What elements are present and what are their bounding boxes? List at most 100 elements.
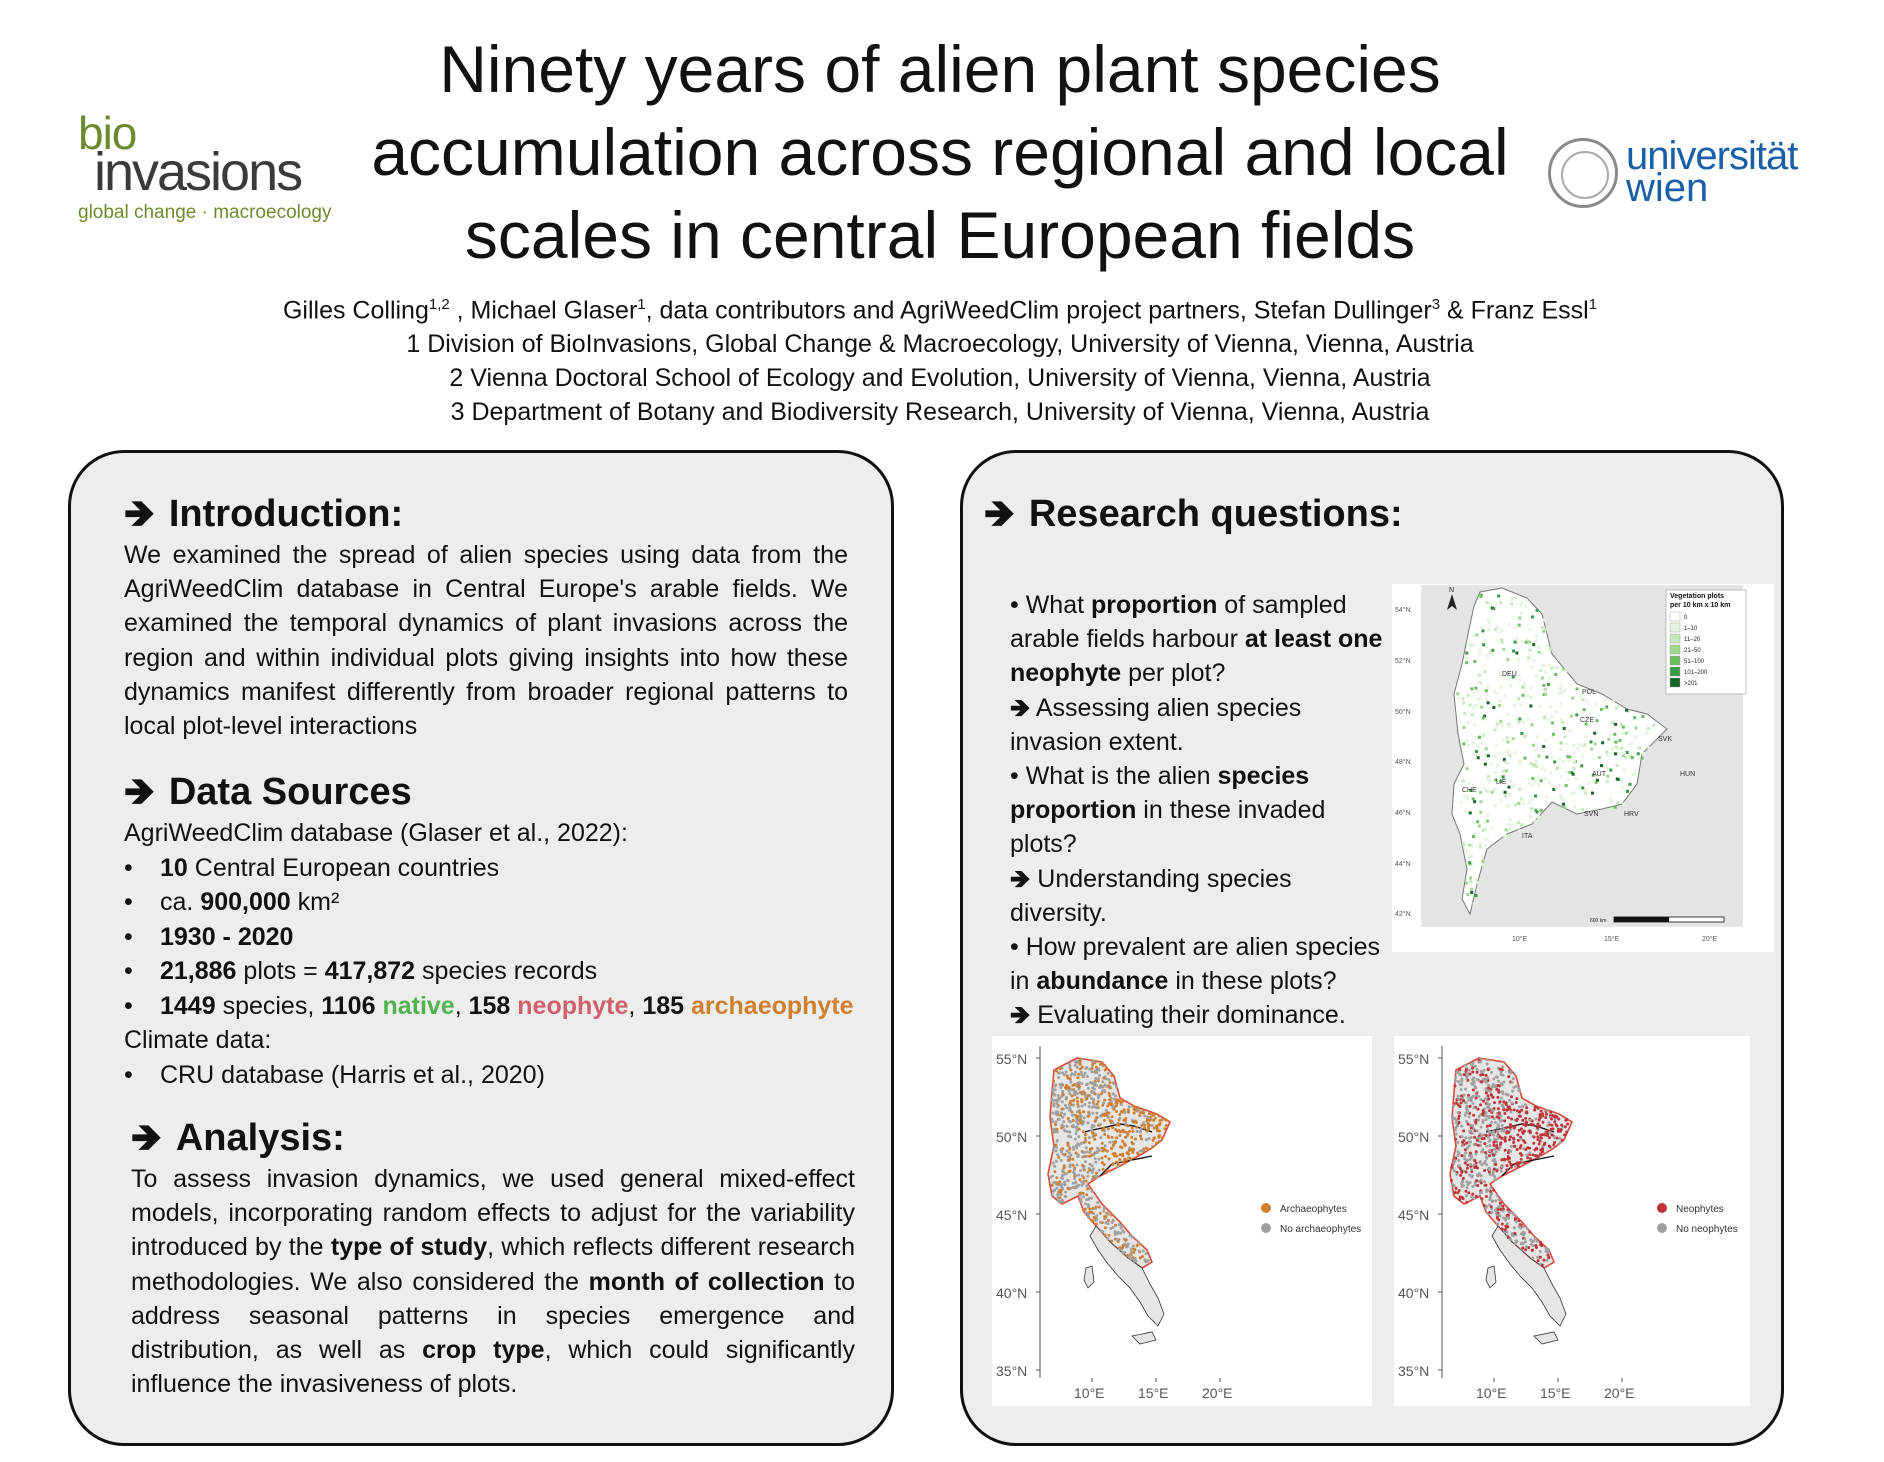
- arrow-right-icon: 🡺: [1010, 1001, 1031, 1030]
- plot-cell: [1513, 596, 1517, 600]
- plot-point: [1056, 1182, 1060, 1186]
- plot-point: [1495, 1194, 1499, 1198]
- plot-point: [1116, 1162, 1120, 1166]
- legend-swatch: [1657, 1203, 1667, 1213]
- plot-cell: [1518, 678, 1522, 682]
- plot-cell: [1491, 703, 1495, 707]
- plot-point: [1484, 1091, 1488, 1095]
- plot-point: [1495, 1222, 1499, 1226]
- plot-cell: [1574, 777, 1578, 781]
- plot-cell: [1483, 714, 1487, 718]
- plot-point: [1507, 1210, 1511, 1214]
- plot-point: [1492, 1143, 1496, 1147]
- plot-point: [1549, 1117, 1553, 1121]
- plot-point: [1488, 1144, 1492, 1148]
- sicily-shape: [1131, 1331, 1157, 1345]
- map-svg: 54°N 52°N 50°N 48°N 46°N 44°N 42°N 10°E …: [1392, 584, 1774, 952]
- logo-text: invasions: [94, 142, 303, 202]
- plot-point: [1481, 1077, 1485, 1081]
- plot-cell: [1465, 860, 1469, 864]
- plot-cell: [1506, 749, 1510, 753]
- plot-point: [1126, 1132, 1130, 1136]
- plot-point: [1135, 1129, 1139, 1133]
- svg-text:600 km: 600 km: [1590, 918, 1606, 924]
- plot-point: [1053, 1164, 1057, 1168]
- plot-point: [1051, 1148, 1055, 1152]
- plot-point: [1129, 1257, 1133, 1261]
- plot-point: [1538, 1255, 1542, 1259]
- plot-point: [1489, 1093, 1493, 1097]
- plot-point: [1073, 1060, 1077, 1064]
- axis-label: 45°N: [996, 1207, 1027, 1223]
- plot-cell: [1465, 767, 1469, 771]
- plot-point: [1464, 1101, 1468, 1105]
- legend-label: >201: [1684, 681, 1698, 687]
- plot-point: [1132, 1247, 1136, 1251]
- plot-cell: [1517, 801, 1521, 805]
- plot-cell: [1564, 669, 1568, 673]
- plot-point: [1090, 1091, 1094, 1095]
- plot-point: [1088, 1207, 1092, 1211]
- plot-point: [1077, 1087, 1081, 1091]
- plot-point: [1495, 1169, 1499, 1173]
- plot-point: [1077, 1083, 1081, 1087]
- plot-cell: [1521, 801, 1525, 805]
- plot-cell: [1536, 815, 1540, 819]
- plot-point: [1512, 1126, 1516, 1130]
- plot-cell: [1537, 754, 1541, 758]
- plot-point: [1076, 1142, 1080, 1146]
- plot-point: [1460, 1154, 1464, 1158]
- plot-point: [1065, 1106, 1069, 1110]
- plot-cell: [1558, 757, 1562, 761]
- plot-point: [1454, 1076, 1458, 1080]
- svg-text:10°E: 10°E: [1512, 935, 1528, 943]
- plot-point: [1528, 1129, 1532, 1133]
- plot-cell: [1578, 694, 1582, 698]
- plot-cell: [1559, 775, 1563, 779]
- plot-point: [1493, 1208, 1497, 1212]
- plot-point: [1540, 1112, 1544, 1116]
- title-line: scales in central European fields: [464, 198, 1416, 272]
- plot-point: [1082, 1176, 1086, 1180]
- plot-cell: [1625, 791, 1629, 795]
- plot-point: [1467, 1191, 1471, 1195]
- title-line: accumulation across regional and local: [371, 115, 1509, 189]
- svg-text:50°N: 50°N: [1395, 708, 1411, 716]
- plot-point: [1519, 1232, 1523, 1236]
- logo-text: bio: [78, 107, 137, 159]
- plot-point: [1519, 1226, 1523, 1230]
- plot-point: [1165, 1124, 1169, 1128]
- plot-point: [1472, 1135, 1476, 1139]
- plot-point: [1479, 1069, 1483, 1073]
- analysis-text: To assess invasion dynamics, we used gen…: [131, 1165, 855, 1399]
- plot-cell: [1515, 651, 1519, 655]
- plot-point: [1088, 1150, 1092, 1154]
- plot-point: [1453, 1084, 1457, 1088]
- plot-cell: [1564, 784, 1568, 788]
- plot-cell: [1474, 704, 1478, 708]
- plot-cell: [1570, 770, 1574, 774]
- plot-point: [1556, 1127, 1560, 1131]
- plot-point: [1130, 1126, 1134, 1130]
- plot-point: [1061, 1152, 1065, 1156]
- plot-cell: [1463, 711, 1467, 715]
- plot-point: [1063, 1152, 1067, 1156]
- neophytes-map: 55°N 50°N 45°N 40°N 35°N 10°E 15°E 20°E Neophyte…: [1394, 1036, 1750, 1406]
- plot-point: [1079, 1141, 1083, 1145]
- plot-cell: [1628, 754, 1632, 758]
- plot-cell: [1578, 784, 1582, 788]
- italy-shape: [1491, 1225, 1567, 1327]
- plot-point: [1481, 1147, 1485, 1151]
- plot-point: [1509, 1144, 1513, 1148]
- plot-point: [1137, 1241, 1141, 1245]
- plot-point: [1566, 1122, 1570, 1126]
- plot-cell: [1506, 712, 1510, 716]
- plot-cell: [1470, 687, 1474, 691]
- plot-point: [1458, 1105, 1462, 1109]
- plot-cell: [1499, 799, 1503, 803]
- plot-cell: [1559, 670, 1563, 674]
- plot-point: [1112, 1143, 1116, 1147]
- plot-point: [1461, 1176, 1465, 1180]
- plot-cell: [1477, 824, 1481, 828]
- plot-cell: [1472, 634, 1476, 638]
